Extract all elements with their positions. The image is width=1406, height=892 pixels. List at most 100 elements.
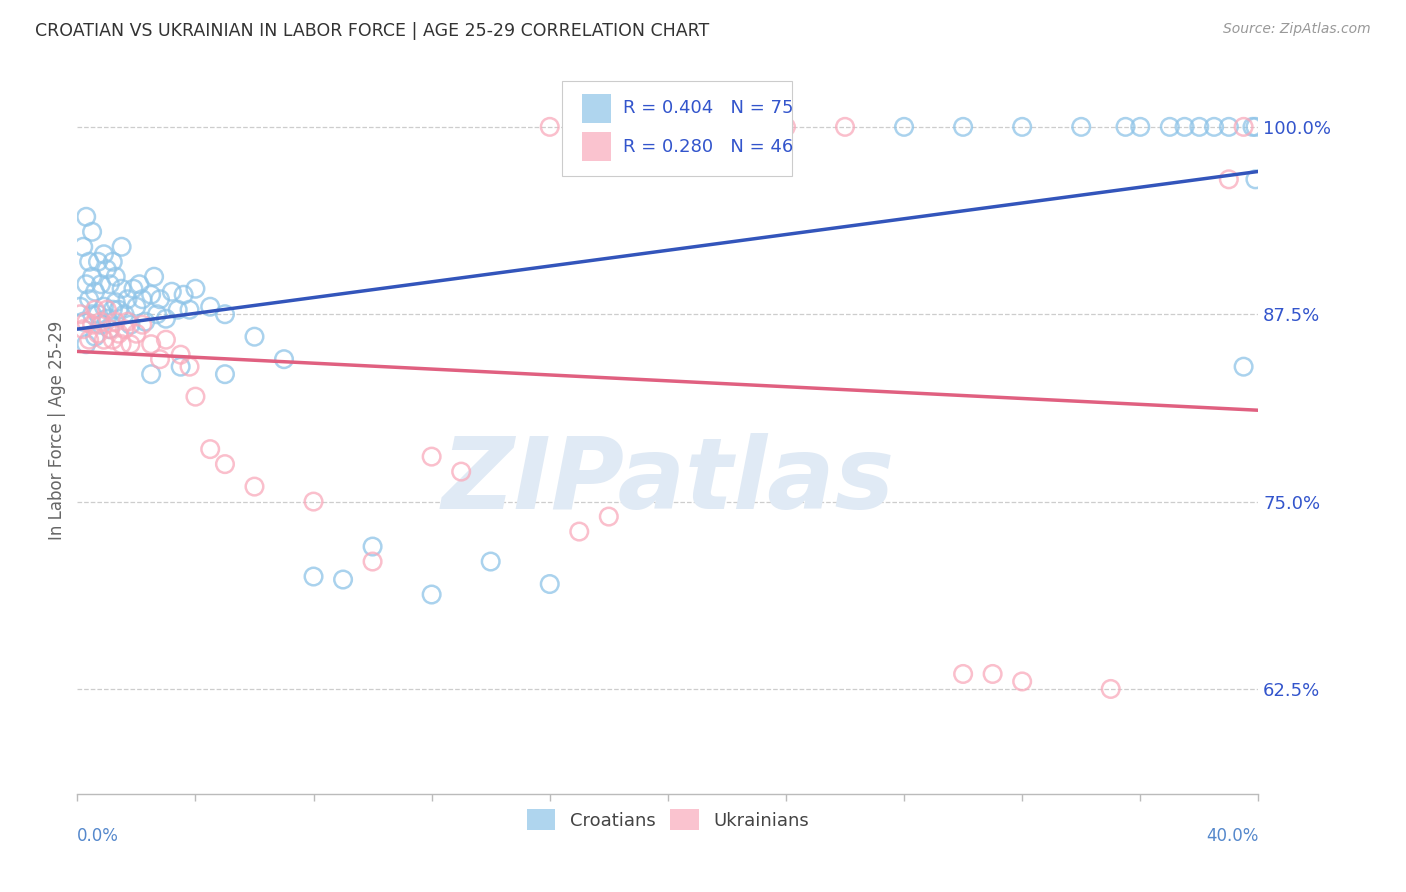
Point (243, 480, 266, 494)
Point (104, 315, 127, 329)
Point (131, 318, 153, 332)
Point (273, 352, 295, 367)
Point (77, 333, 100, 347)
Point (1174, 120, 1197, 134)
Point (87, 254, 110, 268)
Point (90, 315, 112, 329)
Point (200, 442, 222, 457)
Y-axis label: In Labor Force | Age 25-29: In Labor Force | Age 25-29 (48, 321, 66, 540)
FancyBboxPatch shape (561, 81, 792, 176)
Point (173, 287, 195, 301)
Point (155, 333, 177, 347)
Point (332, 573, 354, 587)
Point (72, 240, 94, 254)
Point (120, 318, 142, 332)
Point (93, 247, 115, 261)
Point (1159, 120, 1181, 134)
Point (96, 302, 118, 317)
Point (134, 315, 156, 329)
Point (141, 287, 163, 301)
Point (214, 457, 236, 471)
Text: Source: ZipAtlas.com: Source: ZipAtlas.com (1223, 22, 1371, 37)
Point (149, 352, 172, 367)
Point (114, 307, 136, 321)
Point (96, 262, 118, 277)
Point (101, 333, 124, 347)
Point (952, 120, 974, 134)
Text: ZIPatlas: ZIPatlas (441, 433, 894, 530)
Point (184, 390, 207, 404)
Point (775, 120, 797, 134)
Point (1233, 359, 1256, 374)
Point (538, 120, 561, 134)
Point (214, 307, 236, 321)
Point (1218, 172, 1240, 186)
Point (952, 667, 974, 681)
Point (101, 302, 124, 317)
Point (111, 240, 132, 254)
Point (69, 307, 91, 321)
Point (77, 254, 100, 268)
Point (75, 277, 97, 292)
Text: R = 0.404   N = 75: R = 0.404 N = 75 (623, 99, 793, 118)
Point (69, 300, 91, 314)
Point (98, 322, 121, 336)
Point (75, 210, 97, 224)
Point (84, 285, 107, 299)
Point (716, 120, 738, 134)
Point (93, 333, 115, 347)
Point (834, 120, 856, 134)
Point (981, 667, 1004, 681)
Point (1241, 120, 1264, 134)
Point (75, 315, 97, 329)
Point (141, 337, 163, 351)
Point (84, 329, 107, 343)
Point (120, 337, 142, 351)
Point (1129, 120, 1152, 134)
Point (166, 302, 188, 317)
Point (361, 555, 384, 569)
Text: 0.0%: 0.0% (77, 827, 120, 845)
Point (98, 322, 121, 336)
Point (302, 569, 325, 583)
Point (149, 292, 172, 306)
Point (98, 277, 121, 292)
Point (420, 450, 443, 464)
Point (111, 282, 132, 296)
Point (450, 465, 472, 479)
Point (657, 120, 679, 134)
Point (107, 302, 129, 317)
Point (1114, 120, 1136, 134)
Point (214, 367, 236, 381)
Point (75, 337, 97, 351)
Point (179, 359, 201, 374)
Point (1244, 172, 1267, 186)
Point (146, 307, 169, 321)
Point (117, 315, 139, 329)
Point (82, 269, 104, 284)
Point (179, 302, 201, 317)
Point (302, 494, 325, 508)
Point (1233, 120, 1256, 134)
Point (90, 318, 112, 332)
Point (84, 302, 107, 317)
Point (114, 322, 136, 336)
Point (122, 282, 145, 296)
Point (82, 318, 104, 332)
Point (1188, 120, 1211, 134)
Point (568, 524, 591, 539)
Point (87, 326, 110, 341)
Point (82, 307, 104, 321)
Point (1011, 674, 1033, 689)
Point (117, 292, 139, 306)
Point (104, 269, 127, 284)
Point (104, 295, 127, 310)
Text: 40.0%: 40.0% (1206, 827, 1258, 845)
Point (155, 311, 177, 326)
Point (1011, 120, 1033, 134)
Point (125, 300, 148, 314)
Point (72, 315, 94, 329)
Point (893, 120, 915, 134)
Point (82, 225, 104, 239)
Point (111, 337, 132, 351)
